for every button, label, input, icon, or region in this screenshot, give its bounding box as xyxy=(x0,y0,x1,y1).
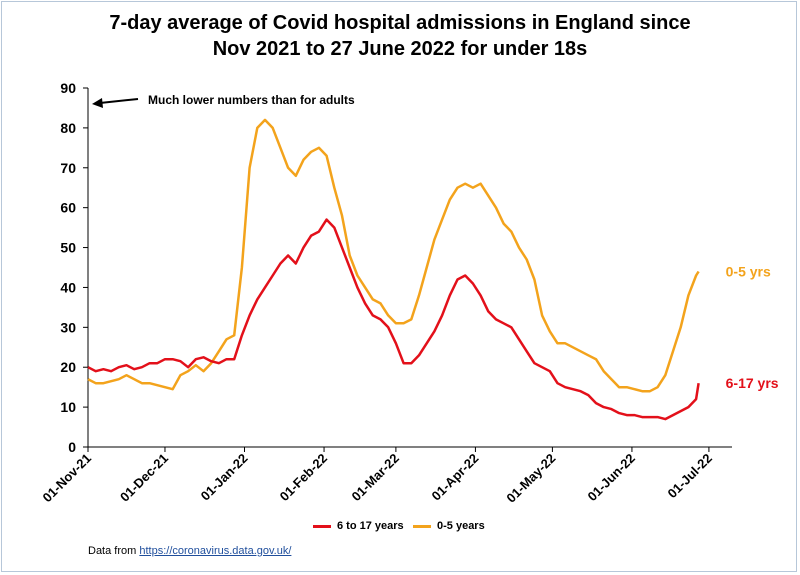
x-tick-label: 01-Nov-21 xyxy=(40,451,95,506)
series-line-0-5 xyxy=(87,118,700,393)
y-tick-label: 90 xyxy=(60,80,76,96)
series-end-label-0-5: 0-5 yrs xyxy=(726,263,771,279)
x-tick-label: 01-Jun-22 xyxy=(585,451,639,505)
x-tick-label: 01-Apr-22 xyxy=(429,451,482,504)
source-link[interactable]: https://coronavirus.data.gov.uk/ xyxy=(139,545,292,557)
legend: 6 to 17 years 0-5 years xyxy=(0,520,800,536)
y-tick-label: 60 xyxy=(60,200,76,216)
y-tick-label: 80 xyxy=(60,120,76,136)
legend-label-6-17: 6 to 17 years xyxy=(337,520,404,532)
y-tick-label: 0 xyxy=(68,439,76,455)
chart-title-line-1: 7-day average of Covid hospital admissio… xyxy=(109,12,691,34)
annotation-layer: Much lower numbers than for adults xyxy=(92,93,355,108)
annotation-arrow-shaft xyxy=(99,98,139,104)
y-tick-label: 30 xyxy=(60,319,76,335)
series-line-6-17 xyxy=(87,218,700,421)
legend-swatch-red xyxy=(313,524,331,528)
x-tick-label: 01-Feb-22 xyxy=(277,451,331,505)
legend-swatch-orange xyxy=(413,524,431,528)
legend-item-6-17: 6 to 17 years xyxy=(313,520,404,532)
y-tick-label: 10 xyxy=(60,399,76,415)
annotation-text: Much lower numbers than for adults xyxy=(148,93,355,107)
y-tick-label: 20 xyxy=(60,359,76,375)
y-tick-label: 70 xyxy=(60,160,76,176)
series-layer: 0-5 yrs 6-17 yrs xyxy=(87,118,779,421)
axes: 0 10 20 30 40 50 60 70 80 90 01-Nov-21 01-Dec-21 01-… xyxy=(40,80,732,506)
annotation-arrow-head xyxy=(92,98,103,108)
y-tick-label: 50 xyxy=(60,240,76,256)
chart-title-line-2: Nov 2021 to 27 June 2022 for under 18s xyxy=(212,38,588,60)
x-tick-label: 01-Jul-22 xyxy=(665,451,715,501)
x-tick-label: 01-Mar-22 xyxy=(348,451,402,505)
x-tick-label: 01-Dec-21 xyxy=(117,451,171,505)
x-tick-label: 01-Jan-22 xyxy=(198,451,251,504)
series-end-label-6-17: 6-17 yrs xyxy=(726,375,779,391)
y-tick-label: 40 xyxy=(60,279,76,295)
source-note: Data from https://coronavirus.data.gov.u… xyxy=(88,545,291,557)
source-prefix: Data from xyxy=(88,545,140,557)
legend-item-0-5: 0-5 years xyxy=(413,520,485,532)
legend-label-0-5: 0-5 years xyxy=(437,520,485,532)
x-tick-label: 01-May-22 xyxy=(503,451,558,506)
